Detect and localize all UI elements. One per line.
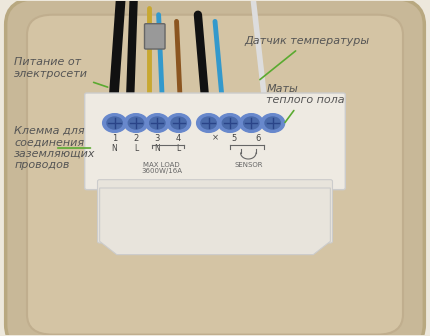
Circle shape [265, 117, 280, 129]
Circle shape [128, 117, 144, 129]
Text: Питание от
электросети: Питание от электросети [14, 57, 108, 87]
FancyBboxPatch shape [85, 93, 345, 190]
Polygon shape [100, 188, 330, 255]
Circle shape [218, 114, 242, 132]
Circle shape [261, 114, 285, 132]
Text: 3600W/16A: 3600W/16A [141, 168, 182, 174]
Text: MAX LOAD: MAX LOAD [143, 162, 180, 168]
FancyBboxPatch shape [98, 180, 332, 243]
Text: 4: 4 [176, 133, 181, 142]
Text: ×: × [212, 133, 218, 142]
Circle shape [124, 114, 148, 132]
Circle shape [150, 117, 165, 129]
Text: SENSOR: SENSOR [234, 162, 263, 168]
Text: 6: 6 [255, 133, 261, 142]
Circle shape [244, 117, 259, 129]
Circle shape [222, 117, 238, 129]
Circle shape [107, 117, 122, 129]
Text: 2: 2 [133, 133, 138, 142]
FancyBboxPatch shape [27, 15, 403, 335]
Text: N: N [154, 144, 160, 153]
Circle shape [201, 117, 216, 129]
Circle shape [145, 114, 169, 132]
FancyBboxPatch shape [144, 24, 165, 49]
Text: 5: 5 [232, 133, 237, 142]
Circle shape [171, 117, 186, 129]
Text: 1: 1 [112, 133, 117, 142]
Text: Клемма для
соединения
заземляющих
проводов: Клемма для соединения заземляющих провод… [14, 126, 96, 170]
FancyBboxPatch shape [6, 0, 424, 336]
Circle shape [103, 114, 126, 132]
Text: N: N [112, 144, 117, 153]
Circle shape [167, 114, 190, 132]
Text: L: L [177, 144, 181, 153]
Text: Датчик температуры: Датчик температуры [245, 36, 370, 80]
Text: Маты
теплого пола: Маты теплого пола [266, 84, 345, 122]
Circle shape [240, 114, 263, 132]
Text: 3: 3 [155, 133, 160, 142]
Circle shape [197, 114, 221, 132]
Text: L: L [134, 144, 138, 153]
